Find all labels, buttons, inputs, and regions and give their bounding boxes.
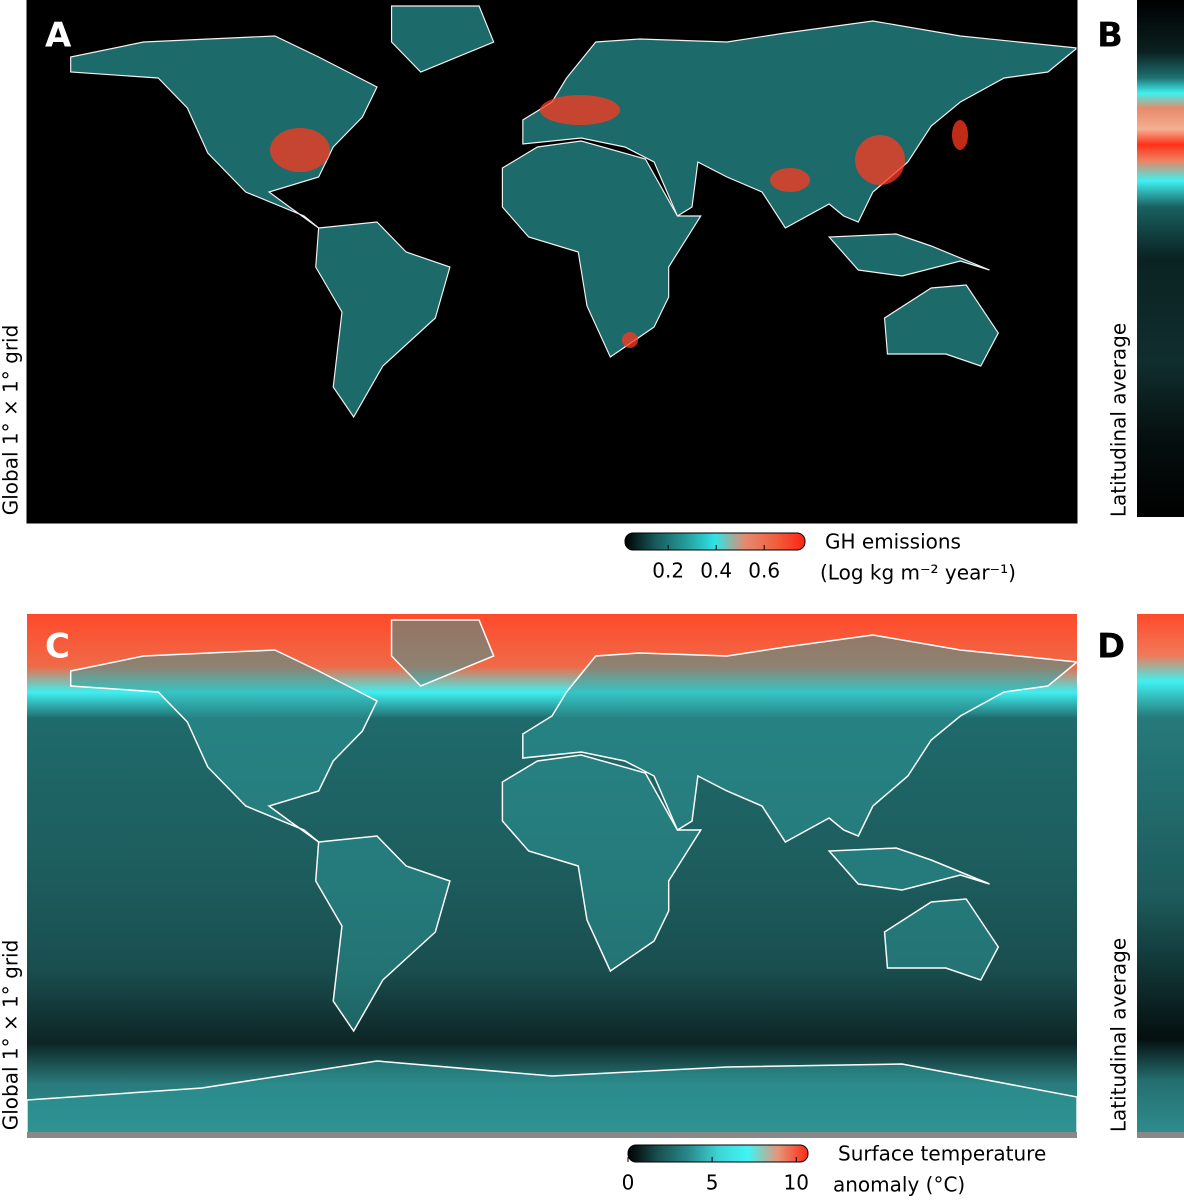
- strip-d-base: [1137, 1132, 1184, 1138]
- map-a: [27, 0, 1077, 523]
- side-label: Global 1° × 1° grid: [0, 940, 23, 1131]
- colorbar-tick-label: 10: [783, 1171, 808, 1195]
- panel-letter: D: [1097, 627, 1125, 667]
- map-a-frame: [26, 0, 1078, 524]
- strip-b: [1137, 0, 1184, 517]
- colorbar-title: Surface temperature: [838, 1142, 1046, 1166]
- colorbar-title: anomaly (°C): [833, 1173, 965, 1197]
- panel-letter: C: [45, 627, 70, 667]
- strip-d: [1137, 614, 1184, 1132]
- map-c-base: [27, 1132, 1077, 1138]
- colorbar-tick-label: 0.4: [700, 559, 732, 583]
- colorbar-tick-label: 5: [706, 1171, 719, 1195]
- colorbar: [624, 532, 806, 551]
- colorbar-tick-label: 0: [622, 1171, 635, 1195]
- side-label: Latitudinal average: [1107, 323, 1131, 517]
- side-label: Global 1° × 1° grid: [0, 325, 23, 516]
- colorbar-title: (Log kg m⁻² year⁻¹): [820, 561, 1016, 585]
- map-c: [27, 614, 1077, 1137]
- panel-letter: A: [45, 16, 72, 56]
- colorbar-tick-label: 0.6: [748, 559, 780, 583]
- colorbar-tick-label: 0.2: [652, 559, 684, 583]
- colorbar: [627, 1144, 809, 1163]
- panel-letter: B: [1097, 16, 1123, 56]
- colorbar-title: GH emissions: [825, 530, 961, 554]
- side-label: Latitudinal average: [1107, 938, 1131, 1132]
